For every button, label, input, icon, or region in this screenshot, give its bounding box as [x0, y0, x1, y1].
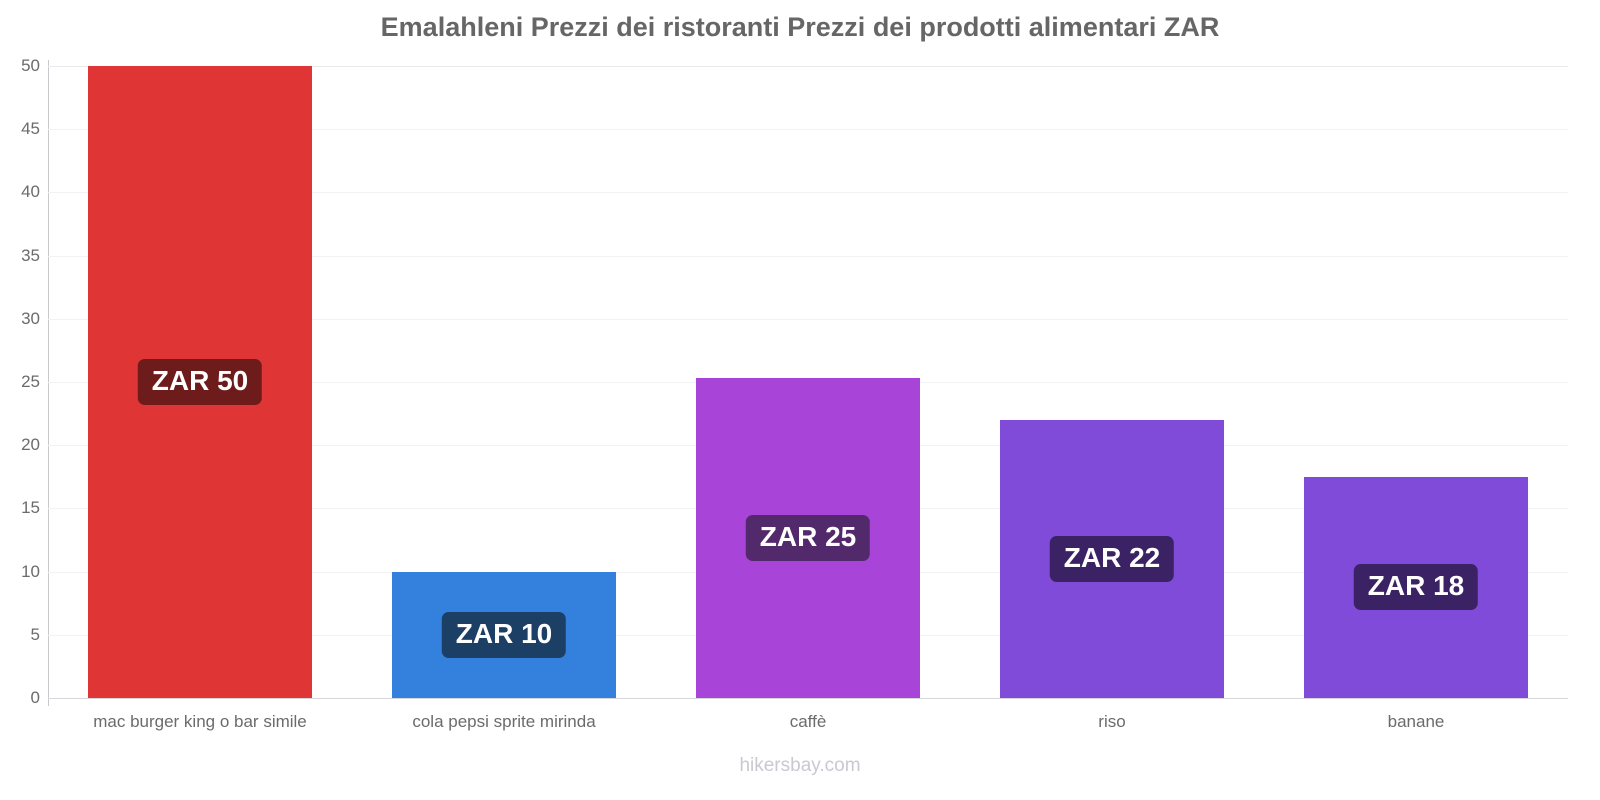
- bar-value-label: ZAR 25: [745, 515, 871, 562]
- bar[interactable]: ZAR 50: [88, 66, 312, 698]
- y-axis-tick-label: 50: [21, 56, 40, 75]
- gridline: [48, 318, 1568, 320]
- plot-area: ZAR 50 ZAR 10 ZAR 25 ZAR 22 ZAR 18: [48, 66, 1568, 699]
- gridline: [48, 129, 1568, 131]
- bar-value-label: ZAR 10: [441, 611, 567, 658]
- gridline: [48, 66, 1568, 67]
- bar[interactable]: ZAR 10: [392, 571, 616, 698]
- bar[interactable]: ZAR 18: [1304, 476, 1528, 698]
- bar[interactable]: ZAR 22: [1000, 419, 1224, 698]
- chart-title: Emalahleni Prezzi dei ristoranti Prezzi …: [380, 12, 1220, 42]
- y-axis-tick-label: 10: [21, 561, 40, 581]
- x-axis-tick-label: riso: [1098, 712, 1126, 731]
- x-axis-tick-label: caffè: [789, 712, 827, 731]
- x-axis-tick-label: mac burger king o bar simile: [93, 712, 307, 731]
- y-axis-tick-label: 25: [21, 372, 40, 391]
- y-axis-tick-label: 35: [21, 245, 40, 265]
- bar-value-label: ZAR 50: [137, 359, 263, 405]
- x-axis-tick-label: cola pepsi sprite mirinda: [412, 712, 596, 731]
- x-axis-tick-label: banane: [1387, 712, 1445, 731]
- bar-value-label: ZAR 18: [1353, 564, 1479, 611]
- footer-credit: hikersbay.com: [739, 755, 861, 776]
- y-axis-tick-label: 45: [21, 119, 40, 139]
- bar[interactable]: ZAR 25: [696, 378, 920, 698]
- gridline: [48, 192, 1568, 194]
- y-axis-tick-label: 15: [21, 498, 40, 518]
- y-axis-tick-label: 20: [21, 435, 40, 455]
- y-axis-tick-label: 40: [21, 182, 40, 202]
- y-axis-tick-label: 30: [21, 308, 40, 328]
- x-axis-tick-labels: mac burger king o bar simile cola pepsi s…: [48, 712, 1568, 742]
- gridline: [48, 255, 1568, 257]
- y-axis-tick-label: 5: [30, 624, 40, 644]
- y-axis-tick-label: 0: [30, 688, 40, 707]
- y-axis-line: [48, 60, 49, 706]
- gridline: [48, 698, 1568, 699]
- bar-value-label: ZAR 22: [1049, 535, 1175, 582]
